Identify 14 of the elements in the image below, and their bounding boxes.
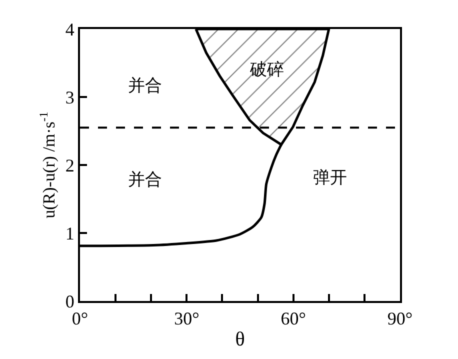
x-tick-label: 0° xyxy=(72,308,88,329)
y-tick-label: 4 xyxy=(65,19,74,40)
y-tick-label: 2 xyxy=(65,155,74,176)
y-tick-label: 1 xyxy=(65,223,74,244)
annotation: 弹开 xyxy=(313,168,347,188)
x-axis-title: θ xyxy=(235,328,245,351)
x-tick-label: 60° xyxy=(280,308,306,329)
x-tick-label: 90° xyxy=(387,308,413,329)
annotation: 并合 xyxy=(128,76,162,96)
x-tick-label: 30° xyxy=(174,308,200,329)
y-tick-label: 3 xyxy=(65,87,74,108)
annotation: 破碎 xyxy=(249,60,284,80)
y-tick-label: 0 xyxy=(65,291,74,312)
annotation: 并合 xyxy=(128,170,162,190)
